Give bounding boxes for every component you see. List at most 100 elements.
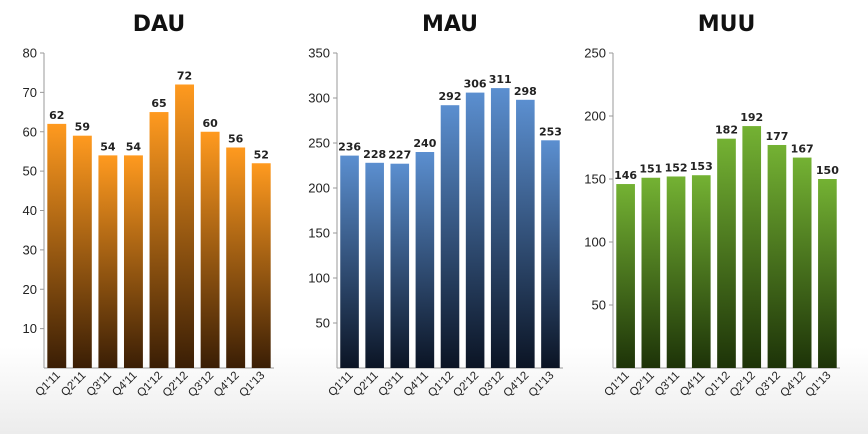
x-tick-label: Q4'12 xyxy=(778,370,808,400)
chart-title: MAU xyxy=(422,12,478,37)
x-tick-label: Q4'11 xyxy=(402,370,431,399)
x-tick-label: Q3'12 xyxy=(753,370,783,400)
y-tick-label: 10 xyxy=(23,321,37,336)
y-tick-label: 100 xyxy=(584,235,606,250)
y-tick-label: 300 xyxy=(308,91,330,106)
data-label: 62 xyxy=(49,109,64,122)
chart-muu: MUU 50 100 150 200 250 146 Q1'11 151 Q2'11 152 Q3'1… xyxy=(584,12,840,400)
data-label: 177 xyxy=(765,130,788,143)
y-tick-label: 60 xyxy=(23,124,37,139)
data-label: 292 xyxy=(439,90,462,103)
bar xyxy=(616,184,635,368)
bar xyxy=(47,123,67,368)
chart-title: MUU xyxy=(698,12,756,37)
data-label: 72 xyxy=(177,70,192,83)
x-tick-label: Q3'12 xyxy=(186,370,216,400)
data-label: 311 xyxy=(489,73,512,86)
bar xyxy=(72,135,92,368)
y-tick-label: 350 xyxy=(308,46,330,61)
bar xyxy=(742,126,762,368)
data-label: 65 xyxy=(151,97,166,110)
bar xyxy=(123,155,143,368)
x-tick-label: Q1'11 xyxy=(602,370,631,399)
data-label: 182 xyxy=(715,124,738,137)
bar xyxy=(792,157,812,368)
y-tick-label: 50 xyxy=(316,316,330,331)
bar xyxy=(251,163,271,368)
y-tick-label: 50 xyxy=(23,164,37,179)
data-label: 227 xyxy=(388,149,411,162)
x-tick-label: Q1'11 xyxy=(34,370,63,399)
data-label: 56 xyxy=(228,133,244,146)
x-tick-label: Q3'11 xyxy=(377,370,406,399)
x-tick-label: Q3'11 xyxy=(85,370,114,399)
x-tick-label: Q2'11 xyxy=(628,370,657,399)
y-tick-label: 30 xyxy=(23,242,37,257)
data-label: 60 xyxy=(202,117,218,130)
x-tick-label: Q1'12 xyxy=(426,370,456,400)
x-tick-label: Q2'11 xyxy=(59,370,88,399)
x-tick-label: Q2'11 xyxy=(351,370,380,399)
bar xyxy=(465,92,485,368)
data-label: 306 xyxy=(464,78,487,91)
data-label: 167 xyxy=(791,143,814,156)
x-tick-label: Q1'12 xyxy=(703,370,733,400)
x-tick-label: Q4'12 xyxy=(502,370,532,400)
bar xyxy=(390,163,410,368)
y-tick-label: 100 xyxy=(308,271,330,286)
x-tick-label: Q1'12 xyxy=(135,370,165,400)
y-tick-label: 250 xyxy=(308,136,330,151)
y-tick-label: 200 xyxy=(308,181,330,196)
bar xyxy=(175,84,195,368)
bar xyxy=(516,99,535,369)
y-tick-label: 200 xyxy=(584,109,606,124)
y-tick-label: 20 xyxy=(23,282,37,297)
bar xyxy=(365,162,384,368)
bar xyxy=(818,179,837,368)
y-tick-label: 150 xyxy=(584,172,606,187)
y-tick-label: 250 xyxy=(584,46,606,61)
y-tick-label: 40 xyxy=(23,203,37,218)
bar xyxy=(149,112,169,368)
data-label: 192 xyxy=(740,111,763,124)
data-label: 298 xyxy=(514,85,537,98)
bar xyxy=(666,176,686,368)
x-tick-label: Q1'13 xyxy=(237,370,267,400)
bar xyxy=(490,88,510,368)
bar xyxy=(200,131,220,368)
bar xyxy=(340,155,359,368)
bar xyxy=(767,144,787,368)
data-label: 240 xyxy=(413,137,436,150)
data-label: 54 xyxy=(126,140,142,153)
bar xyxy=(641,177,661,368)
x-tick-label: Q2'12 xyxy=(451,370,481,400)
x-tick-label: Q4'12 xyxy=(212,370,242,400)
x-tick-label: Q2'12 xyxy=(728,370,758,400)
bar xyxy=(691,175,711,368)
y-tick-label: 80 xyxy=(23,46,37,61)
bar xyxy=(717,138,736,368)
y-tick-label: 70 xyxy=(23,85,37,100)
data-label: 153 xyxy=(690,160,713,173)
data-label: 152 xyxy=(665,161,688,174)
data-label: 253 xyxy=(539,125,562,138)
data-label: 151 xyxy=(639,163,662,176)
data-label: 52 xyxy=(254,148,269,161)
data-label: 228 xyxy=(363,148,386,161)
x-tick-label: Q4'11 xyxy=(678,370,707,399)
bar xyxy=(226,147,246,368)
x-tick-label: Q1'13 xyxy=(527,370,557,400)
y-tick-label: 150 xyxy=(308,226,330,241)
chart-mau: MAU 50 100 150 200 250 300 350 236 Q1'11 228 Q2'11 2… xyxy=(308,12,563,400)
chart-title: DAU xyxy=(133,12,185,37)
bar xyxy=(415,152,435,368)
data-label: 150 xyxy=(816,164,839,177)
y-tick-label: 50 xyxy=(592,298,606,313)
data-label: 146 xyxy=(614,169,637,182)
data-label: 59 xyxy=(75,121,90,134)
data-label: 236 xyxy=(338,141,361,154)
x-tick-label: Q2'12 xyxy=(161,370,191,400)
bar xyxy=(440,105,460,368)
x-tick-label: Q1'11 xyxy=(326,370,355,399)
